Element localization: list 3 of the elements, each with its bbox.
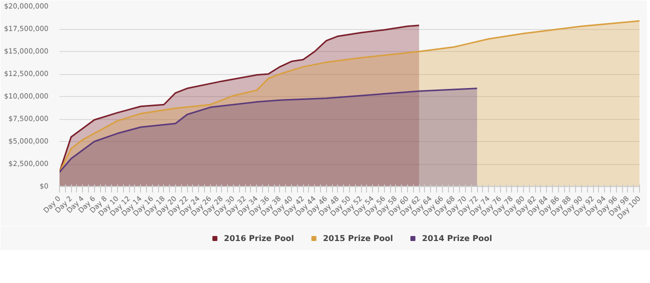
legend-label: 2015 Prize Pool [322, 234, 394, 242]
legend-label: 2016 Prize Pool [224, 234, 294, 242]
legend-label: 2014 Prize Pool [422, 234, 492, 242]
